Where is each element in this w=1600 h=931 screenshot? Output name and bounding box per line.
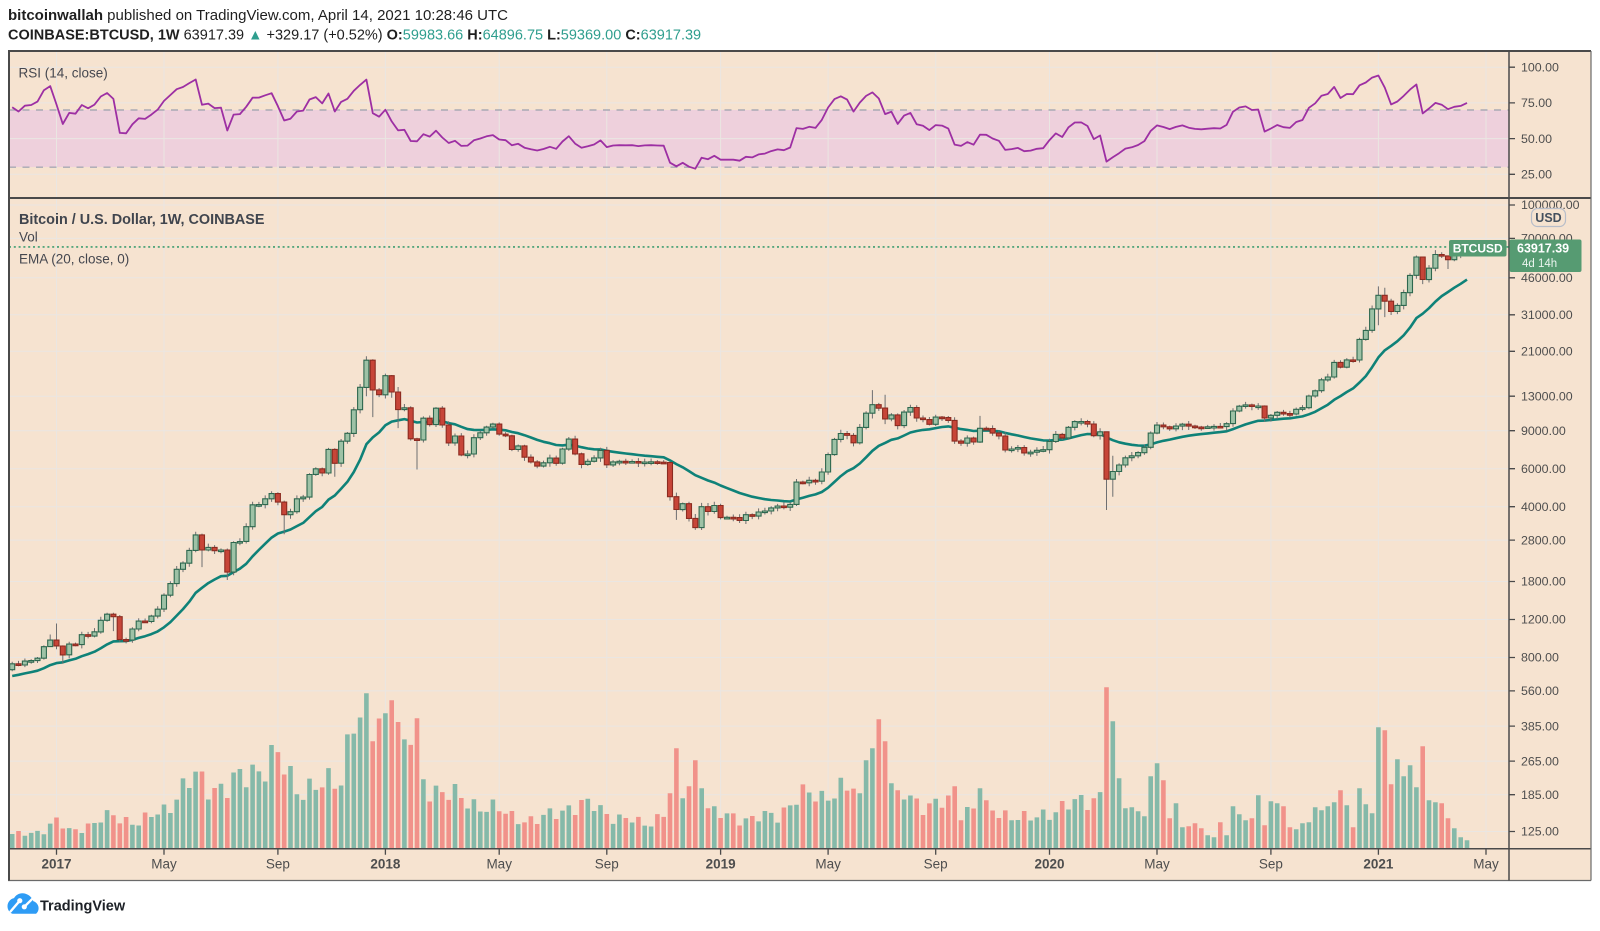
svg-text:100.00: 100.00 — [1521, 60, 1559, 74]
svg-text:EMA (20, close, 0): EMA (20, close, 0) — [19, 252, 129, 267]
svg-text:265.00: 265.00 — [1521, 754, 1559, 768]
svg-text:9000.00: 9000.00 — [1521, 424, 1566, 438]
svg-text:USD: USD — [1535, 211, 1561, 225]
svg-text:25.00: 25.00 — [1521, 168, 1552, 182]
svg-text:COINBASE:BTCUSD, 1W 63917.39: COINBASE:BTCUSD, 1W 63917.39 ▲ +329.17 (… — [8, 28, 701, 44]
svg-text:800.00: 800.00 — [1521, 651, 1559, 665]
svg-text:13000.00: 13000.00 — [1521, 389, 1573, 403]
svg-text:2021: 2021 — [1363, 857, 1394, 872]
svg-text:4000.00: 4000.00 — [1521, 500, 1566, 514]
svg-text:6000.00: 6000.00 — [1521, 462, 1566, 476]
svg-text:May: May — [815, 857, 841, 872]
svg-text:Sep: Sep — [924, 857, 948, 872]
svg-text:2019: 2019 — [706, 857, 736, 872]
svg-text:125.00: 125.00 — [1521, 825, 1559, 839]
svg-text:1800.00: 1800.00 — [1521, 575, 1566, 589]
svg-text:1200.00: 1200.00 — [1521, 613, 1566, 627]
svg-text:May: May — [486, 857, 512, 872]
svg-text:BTCUSD: BTCUSD — [1453, 242, 1503, 256]
svg-text:4d 14h: 4d 14h — [1522, 258, 1557, 270]
svg-text:Sep: Sep — [1259, 857, 1283, 872]
svg-text:560.00: 560.00 — [1521, 684, 1559, 698]
svg-text:Vol: Vol — [19, 230, 38, 245]
svg-text:2800.00: 2800.00 — [1521, 533, 1566, 547]
svg-text:185.00: 185.00 — [1521, 788, 1559, 802]
svg-text:TradingView: TradingView — [40, 899, 126, 915]
svg-text:2017: 2017 — [41, 857, 71, 872]
svg-text:Bitcoin / U.S. Dollar, 1W, COI: Bitcoin / U.S. Dollar, 1W, COINBASE — [19, 212, 265, 228]
svg-text:46000.00: 46000.00 — [1521, 271, 1573, 285]
svg-text:385.00: 385.00 — [1521, 719, 1559, 733]
svg-text:63917.39: 63917.39 — [1517, 242, 1569, 256]
svg-text:50.00: 50.00 — [1521, 132, 1552, 146]
svg-text:21000.00: 21000.00 — [1521, 345, 1573, 359]
svg-text:bitcoinwallah published on Tra: bitcoinwallah published on TradingView.c… — [8, 7, 508, 24]
svg-text:75.00: 75.00 — [1521, 96, 1552, 110]
svg-text:Sep: Sep — [595, 857, 619, 872]
svg-text:May: May — [151, 857, 177, 872]
svg-text:May: May — [1144, 857, 1170, 872]
svg-text:Sep: Sep — [266, 857, 290, 872]
svg-text:2018: 2018 — [370, 857, 401, 872]
svg-text:31000.00: 31000.00 — [1521, 308, 1573, 322]
svg-text:2020: 2020 — [1034, 857, 1064, 872]
svg-text:RSI (14, close): RSI (14, close) — [19, 66, 108, 81]
svg-text:May: May — [1473, 857, 1499, 872]
